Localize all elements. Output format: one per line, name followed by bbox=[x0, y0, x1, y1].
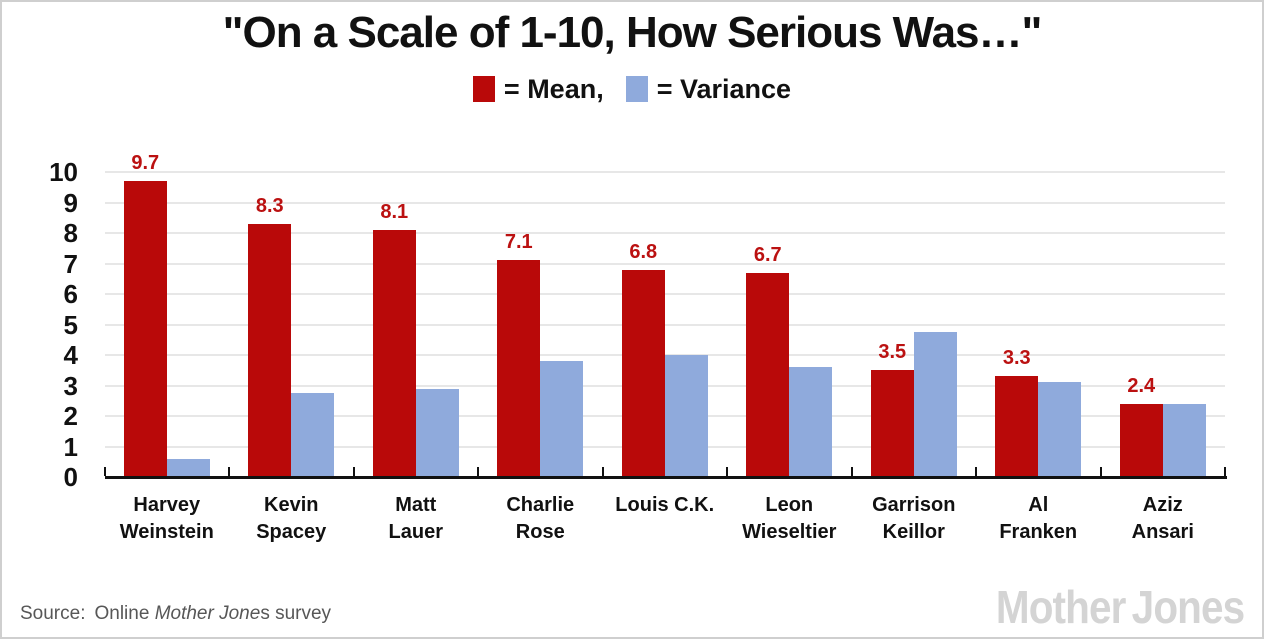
mean-value-label: 8.1 bbox=[380, 200, 409, 223]
source-note: Source: Online Mother Jones survey bbox=[20, 603, 331, 625]
y-axis-label: 2 bbox=[63, 401, 78, 431]
x-axis-label: Kevin Spacey bbox=[256, 494, 327, 543]
x-axis-label: Leon Wieseltier bbox=[742, 494, 837, 543]
mean-value-label: 2.4 bbox=[1127, 374, 1156, 397]
mean-bar bbox=[746, 272, 790, 477]
variance-bar bbox=[166, 458, 210, 477]
x-axis-label: Garrison Keillor bbox=[872, 494, 956, 543]
gridline bbox=[104, 171, 1225, 173]
motherjones-logo: Mother Jones bbox=[995, 580, 1245, 634]
chart-title: "On a Scale of 1-10, How Serious Was…" bbox=[222, 8, 1043, 57]
mean-bar bbox=[621, 269, 665, 477]
gridline bbox=[104, 201, 1225, 204]
x-axis-line bbox=[104, 476, 1227, 479]
x-axis-label: Al Franken bbox=[999, 494, 1078, 543]
variance-bar bbox=[789, 367, 833, 477]
x-axis-label: Louis C.K. bbox=[615, 494, 715, 516]
y-axis-label: 8 bbox=[63, 218, 78, 248]
source-prefix: Source: bbox=[20, 603, 86, 624]
variance-bar bbox=[1038, 382, 1082, 477]
variance-bar bbox=[664, 355, 708, 477]
axis-tick-mark bbox=[103, 467, 106, 476]
mean-value-label: 8.3 bbox=[255, 194, 284, 217]
chart-legend: = Mean, = Variance bbox=[0, 72, 1264, 106]
y-axis-label: 4 bbox=[63, 340, 78, 370]
y-axis-label: 3 bbox=[63, 370, 78, 401]
x-axis-label: Aziz Ansari bbox=[1131, 494, 1194, 543]
mean-bar bbox=[870, 370, 914, 477]
logo-word-mother: Mother bbox=[995, 581, 1127, 633]
logo-word-jones: Jones bbox=[1131, 581, 1244, 633]
mean-bar bbox=[372, 229, 416, 477]
gridline bbox=[104, 323, 1225, 326]
variance-bar bbox=[540, 361, 584, 477]
source-text-1: Online bbox=[94, 603, 155, 624]
y-axis-label: 7 bbox=[63, 248, 78, 279]
axis-tick-mark bbox=[477, 467, 479, 476]
y-axis-label: 1 bbox=[63, 431, 78, 462]
y-axis-label: 10 bbox=[49, 157, 78, 187]
mean-legend-label: = Mean, bbox=[503, 73, 604, 104]
mean-value-label: 3.5 bbox=[878, 341, 907, 364]
gridline bbox=[104, 232, 1225, 234]
variance-bar bbox=[415, 388, 459, 477]
mean-bar bbox=[497, 260, 541, 477]
mean-bar bbox=[248, 223, 292, 477]
mean-value-label: 6.8 bbox=[629, 240, 658, 263]
axis-tick-mark bbox=[352, 467, 355, 476]
mean-bar bbox=[995, 376, 1039, 477]
axis-tick-mark bbox=[726, 467, 728, 476]
gridline bbox=[104, 293, 1225, 295]
axis-tick-mark bbox=[1099, 467, 1102, 476]
variance-bar bbox=[913, 332, 957, 477]
source-text-italic: Mother Jone bbox=[154, 603, 261, 624]
variance-legend-swatch bbox=[625, 76, 648, 102]
x-axis-label: Charlie Rose bbox=[506, 494, 575, 543]
mean-bar bbox=[123, 181, 167, 477]
axis-tick-mark bbox=[850, 467, 853, 476]
y-axis-label: 9 bbox=[63, 187, 78, 218]
mean-value-label: 9.7 bbox=[131, 152, 160, 175]
axis-tick-mark bbox=[1224, 467, 1226, 476]
axis-tick-mark bbox=[601, 467, 604, 476]
mean-value-label: 7.1 bbox=[504, 231, 533, 254]
axis-tick-mark bbox=[975, 467, 977, 476]
x-axis-label: Harvey Weinstein bbox=[119, 494, 214, 543]
source-text-2: s survey bbox=[260, 603, 332, 624]
axis-tick-mark bbox=[228, 467, 230, 476]
x-axis-label: Matt Lauer bbox=[388, 494, 443, 543]
variance-bar bbox=[291, 393, 335, 477]
y-axis-label: 0 bbox=[63, 462, 78, 492]
variance-bar bbox=[1162, 403, 1206, 477]
mean-legend-swatch bbox=[472, 76, 495, 102]
mean-value-label: 3.3 bbox=[1002, 347, 1031, 370]
gridline bbox=[104, 262, 1225, 265]
y-axis-label: 5 bbox=[63, 309, 78, 340]
variance-legend-label: = Variance bbox=[656, 73, 792, 104]
mean-bar bbox=[1119, 403, 1163, 477]
y-axis-label: 6 bbox=[63, 279, 78, 309]
mean-value-label: 6.7 bbox=[753, 243, 782, 266]
